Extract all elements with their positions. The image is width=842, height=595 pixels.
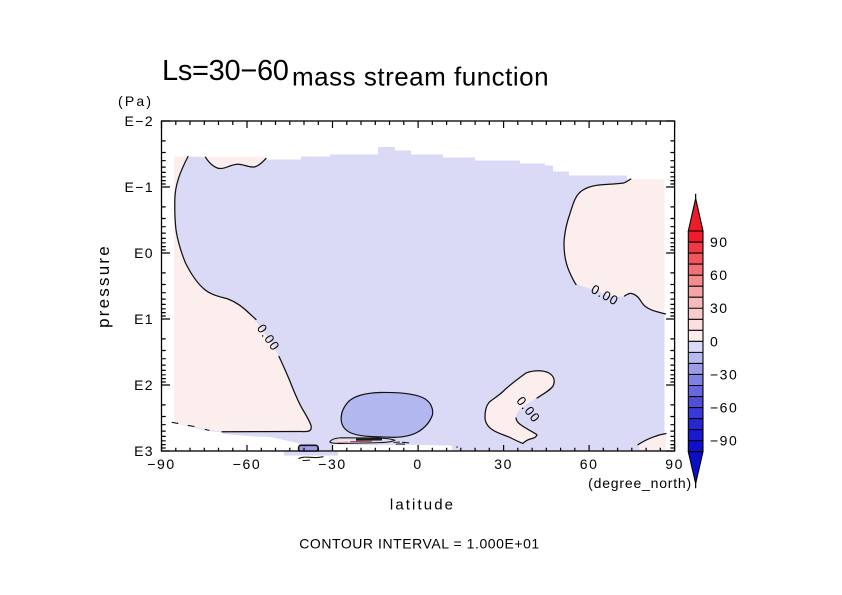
svg-text:−90: −90 <box>710 433 738 449</box>
svg-text:E0: E0 <box>134 245 154 261</box>
svg-text:E1: E1 <box>134 311 154 327</box>
svg-text:60: 60 <box>580 456 599 472</box>
svg-text:−90: −90 <box>147 456 176 472</box>
svg-text:E3: E3 <box>134 443 154 459</box>
svg-text:90: 90 <box>665 456 684 472</box>
svg-text:E2: E2 <box>134 377 154 393</box>
svg-text:(degree_north): (degree_north) <box>588 475 692 491</box>
svg-text:−60: −60 <box>710 400 738 416</box>
svg-text:E−1: E−1 <box>125 179 155 195</box>
svg-text:mass stream function: mass stream function <box>292 62 549 92</box>
svg-text:E−2: E−2 <box>125 113 155 129</box>
svg-text:−30: −30 <box>318 456 347 472</box>
svg-text:90: 90 <box>710 234 729 250</box>
svg-text:30: 30 <box>494 456 513 472</box>
svg-text:−60: −60 <box>233 456 262 472</box>
svg-text:60: 60 <box>710 267 729 283</box>
svg-text:CONTOUR INTERVAL = 1.000E+01: CONTOUR INTERVAL = 1.000E+01 <box>299 536 540 552</box>
svg-text:pressure: pressure <box>94 244 113 328</box>
svg-text:0: 0 <box>710 333 719 349</box>
svg-text:30: 30 <box>710 300 729 316</box>
svg-text:(Pa): (Pa) <box>118 93 153 109</box>
svg-text:Ls=30−60: Ls=30−60 <box>162 55 289 87</box>
svg-text:0: 0 <box>413 456 422 472</box>
svg-text:−30: −30 <box>710 367 738 383</box>
svg-text:latitude: latitude <box>390 497 455 514</box>
